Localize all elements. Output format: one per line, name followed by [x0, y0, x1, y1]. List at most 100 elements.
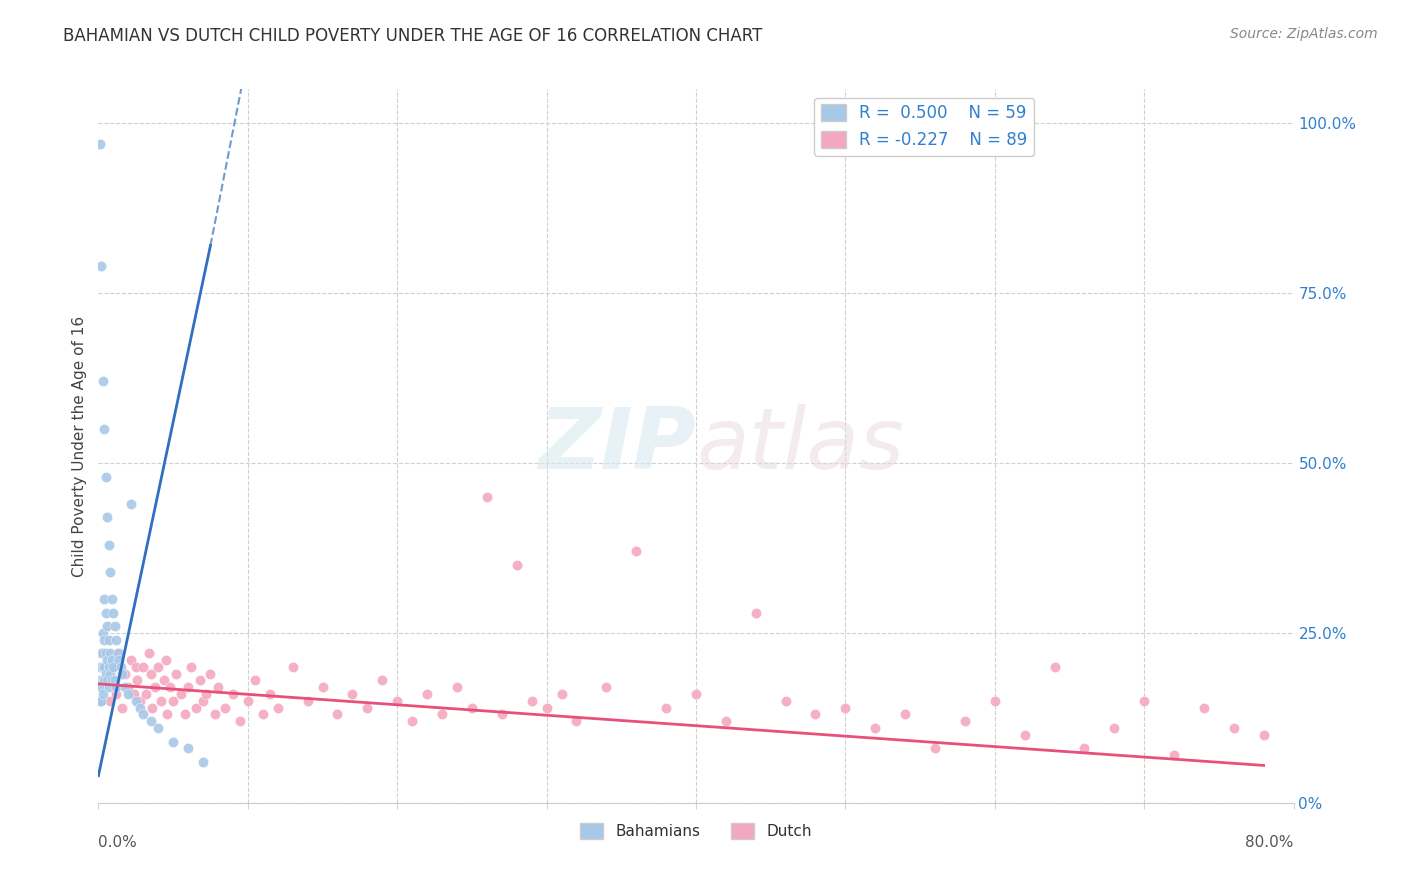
Point [894, 707, 917, 722]
Text: Source: ZipAtlas.com: Source: ZipAtlas.com [1230, 27, 1378, 41]
Point [114, 666, 136, 681]
Point [204, 707, 226, 722]
Text: atlas: atlas [696, 404, 904, 488]
Point [97, 680, 120, 694]
Point [90, 694, 112, 708]
Point [475, 490, 498, 504]
Point [89, 136, 111, 151]
Point [90, 259, 112, 273]
Point [125, 660, 148, 674]
Point [101, 653, 124, 667]
Point [110, 660, 132, 674]
Point [174, 707, 197, 722]
Point [1073, 741, 1095, 756]
Point [259, 687, 281, 701]
Point [127, 673, 149, 688]
Point [159, 680, 181, 694]
Point [775, 694, 797, 708]
Point [162, 734, 184, 748]
Point [108, 646, 131, 660]
Text: 80.0%: 80.0% [1246, 835, 1294, 850]
Point [91, 626, 114, 640]
Point [745, 606, 768, 620]
Point [91, 673, 114, 688]
Point [180, 660, 202, 674]
Point [91, 687, 114, 701]
Point [416, 687, 439, 701]
Point [565, 714, 588, 729]
Point [252, 707, 274, 722]
Point [96, 510, 118, 524]
Point [655, 700, 678, 714]
Point [281, 660, 304, 674]
Point [446, 680, 468, 694]
Point [105, 687, 128, 701]
Point [924, 741, 946, 756]
Point [91, 660, 114, 674]
Point [101, 673, 124, 688]
Point [111, 700, 134, 714]
Point [155, 653, 177, 667]
Point [1223, 721, 1246, 735]
Point [371, 673, 394, 688]
Point [91, 646, 114, 660]
Point [1163, 748, 1185, 763]
Point [953, 714, 976, 729]
Point [148, 721, 170, 735]
Legend: Bahamians, Dutch: Bahamians, Dutch [574, 817, 818, 845]
Point [1192, 700, 1215, 714]
Point [94, 606, 117, 620]
Point [461, 700, 484, 714]
Point [506, 558, 529, 572]
Point [98, 646, 122, 660]
Point [90, 660, 112, 674]
Point [1133, 694, 1156, 708]
Point [93, 632, 115, 647]
Point [139, 714, 162, 729]
Point [141, 700, 163, 714]
Point [401, 714, 423, 729]
Point [1253, 728, 1275, 742]
Point [169, 687, 191, 701]
Point [834, 700, 856, 714]
Text: 0.0%: 0.0% [98, 835, 138, 850]
Point [165, 666, 187, 681]
Point [1104, 721, 1126, 735]
Point [153, 673, 176, 688]
Point [804, 707, 827, 722]
Point [89, 673, 111, 688]
Point [104, 673, 127, 688]
Point [865, 721, 887, 735]
Point [236, 694, 259, 708]
Text: BAHAMIAN VS DUTCH CHILD POVERTY UNDER THE AGE OF 16 CORRELATION CHART: BAHAMIAN VS DUTCH CHILD POVERTY UNDER TH… [63, 27, 762, 45]
Point [685, 687, 707, 701]
Point [120, 653, 142, 667]
Point [195, 687, 218, 701]
Point [267, 700, 290, 714]
Point [491, 707, 513, 722]
Point [984, 694, 1007, 708]
Point [103, 660, 125, 674]
Point [124, 687, 146, 701]
Point [188, 673, 211, 688]
Point [120, 497, 142, 511]
Point [101, 591, 124, 606]
Point [107, 646, 129, 660]
Y-axis label: Child Poverty Under the Age of 16: Child Poverty Under the Age of 16 [72, 316, 87, 576]
Point [214, 700, 236, 714]
Point [148, 660, 170, 674]
Point [200, 666, 222, 681]
Point [117, 680, 139, 694]
Point [125, 694, 148, 708]
Point [117, 687, 139, 701]
Point [91, 375, 114, 389]
Point [93, 591, 115, 606]
Point [132, 707, 155, 722]
Point [98, 565, 122, 579]
Point [297, 694, 319, 708]
Point [191, 694, 214, 708]
Point [96, 673, 118, 688]
Point [162, 694, 184, 708]
Point [150, 694, 173, 708]
Point [229, 714, 252, 729]
